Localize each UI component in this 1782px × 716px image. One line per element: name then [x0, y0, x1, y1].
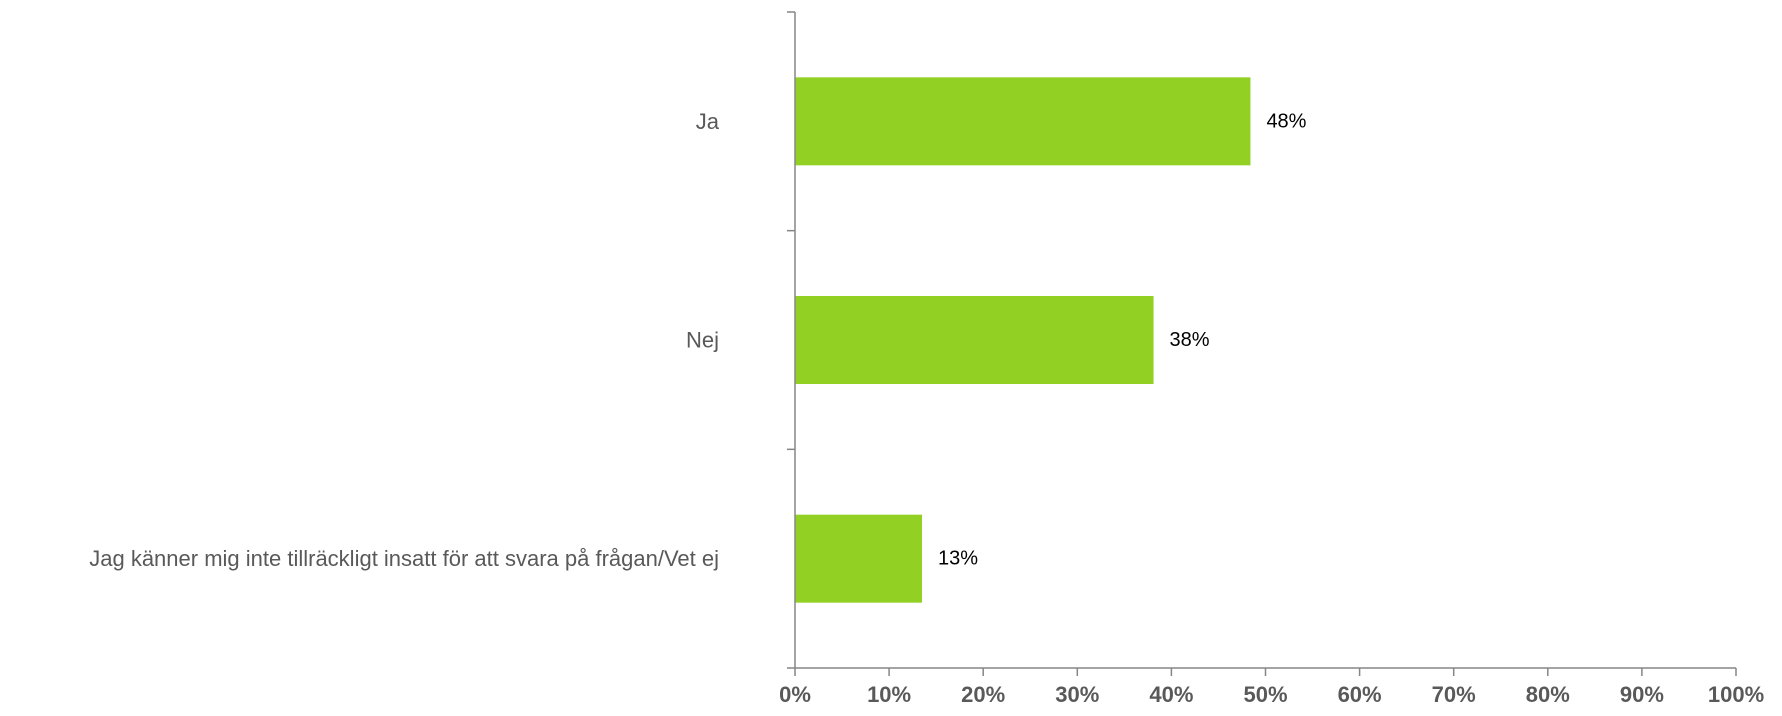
- x-tick-label: 20%: [961, 682, 1005, 707]
- bar: [795, 514, 923, 603]
- bar: [795, 296, 1154, 384]
- category-label: Ja: [696, 109, 720, 134]
- data-label: 13%: [938, 548, 978, 570]
- category-label: Jag känner mig inte tillräckligt insatt …: [89, 546, 719, 571]
- labels-layer: Ja 48% Nej 38% Jag känner mig inte tillräckl…: [89, 109, 1764, 707]
- bars-layer: [795, 77, 1251, 603]
- data-label: 38%: [1170, 329, 1210, 351]
- data-label: 48%: [1266, 110, 1306, 132]
- x-tick-label: 50%: [1243, 682, 1287, 707]
- x-tick-label: 70%: [1432, 682, 1476, 707]
- x-tick-label: 100%: [1708, 682, 1764, 707]
- x-tick-label: 10%: [867, 682, 911, 707]
- x-tick-label: 0%: [779, 682, 811, 707]
- x-tick-label: 60%: [1338, 682, 1382, 707]
- axes-layer: [787, 11, 1737, 676]
- bar: [795, 77, 1251, 166]
- x-tick-label: 40%: [1149, 682, 1193, 707]
- category-label: Nej: [686, 328, 719, 353]
- x-tick-label: 80%: [1526, 682, 1570, 707]
- x-tick-label: 90%: [1620, 682, 1664, 707]
- x-tick-label: 30%: [1055, 682, 1099, 707]
